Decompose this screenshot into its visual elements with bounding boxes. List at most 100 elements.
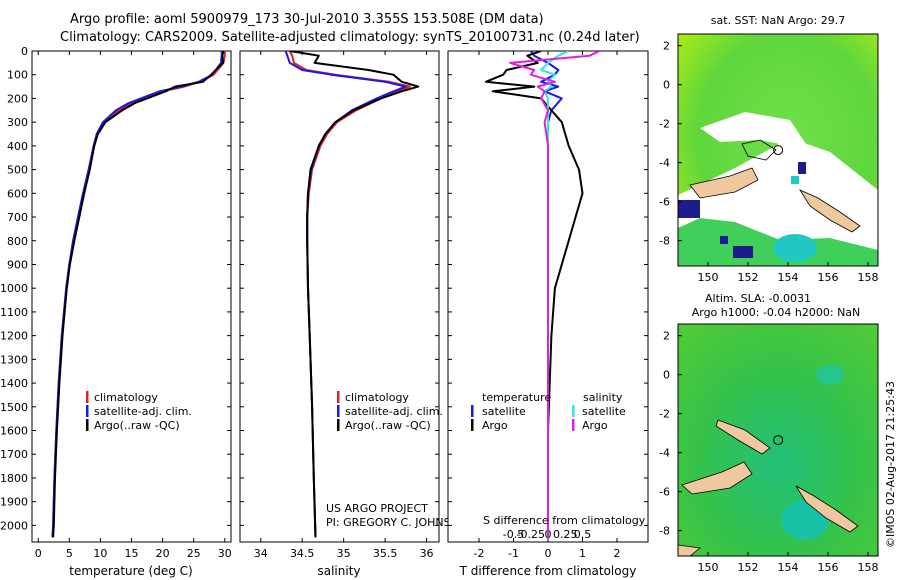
x-tick-label: 15 [125, 547, 139, 560]
depth-tick-label: 2000 [0, 519, 28, 532]
series-line-salinity-argo [509, 51, 601, 538]
sst-cool-patch [791, 176, 799, 184]
lon-tick-label: 154 [778, 561, 799, 574]
sla-map-title-line2: Argo h1000: -0.04 h2000: NaN [692, 306, 861, 319]
sst-map-title: sat. SST: NaN Argo: 29.7 [711, 14, 845, 27]
x-tick-label: 35.5 [373, 547, 398, 560]
argo-location-marker [773, 145, 784, 156]
depth-tick-label: 1000 [0, 282, 28, 295]
x-tick-label: 34 [254, 547, 268, 560]
sst-cold-patch [720, 236, 728, 244]
s-tick-label: -0.5 [503, 528, 524, 541]
difference-profiles [484, 51, 601, 538]
lon-tick-label: 150 [698, 561, 719, 574]
new-ireland-land [715, 419, 771, 455]
salinity-panel: 34 34.5 35 35.5 36 salinity climatology sate… [239, 50, 467, 578]
legend-label-temp-satellite: satellite [482, 405, 526, 418]
depth-tick-label: 1900 [0, 496, 28, 509]
x-tick-label: 5 [66, 547, 73, 560]
series-line-argo-raw-qc- [52, 51, 225, 538]
x-tick-label: -1 [508, 547, 519, 560]
s-tick-label: 0.5 [574, 528, 592, 541]
chart-title-line2: Climatology: CARS2009. Satellite-adjuste… [60, 30, 640, 45]
temperature-x-axis: 0 5 10 15 20 25 30 [35, 51, 232, 560]
salinity-x-label: salinity [317, 564, 360, 578]
salinity-depth-ticks [240, 50, 439, 526]
sst-map-panel: sat. SST: NaN Argo: 29.7 150 152 154 156 158… [659, 14, 879, 284]
legend-label-argo: Argo(..raw -QC) [345, 419, 431, 432]
sla-map-field [678, 324, 878, 556]
legend-swatch-climatology [86, 391, 89, 403]
legend-heading-salinity: salinity [583, 391, 623, 404]
lon-tick-label: 158 [858, 561, 879, 574]
depth-axis: 0 100 200 300 400 500 600 700 800 900 1000 1100 1200… [0, 45, 231, 532]
depth-tick-label: 400 [7, 140, 28, 153]
depth-tick-label: 1700 [0, 448, 28, 461]
lat-tick-label: -8 [659, 525, 670, 538]
x-tick-label: 1 [579, 547, 586, 560]
difference-depth-ticks [448, 50, 648, 526]
coast-south-west [678, 544, 701, 556]
legend-swatch-satellite [337, 405, 340, 417]
s-tick-label: -0.25 [517, 528, 545, 541]
sst-cold-patch [733, 246, 753, 258]
legend-heading-temperature: temperature [482, 391, 551, 404]
depth-tick-label: 1100 [0, 306, 28, 319]
series-line-argo-raw-qc- [289, 51, 420, 538]
sst-map-frame [677, 33, 879, 267]
sla-map-panel: Altim. SLA: -0.0031 Argo h1000: -0.04 h2… [659, 292, 879, 574]
lon-tick-label: 154 [778, 271, 799, 284]
lat-tick-label: -8 [659, 235, 670, 248]
t-difference-label: T difference from climatology [459, 564, 637, 578]
lat-tick-label: 2 [663, 330, 670, 343]
depth-tick-label: 600 [7, 187, 28, 200]
depth-tick-label: 800 [7, 235, 28, 248]
temperature-axes-frame [31, 50, 232, 543]
lon-tick-label: 156 [818, 561, 839, 574]
legend-swatch-sal-satellite [572, 405, 575, 417]
pi-credit: PI: GREGORY C. JOHNSON [326, 516, 467, 529]
legend-swatch-temp-argo [471, 419, 474, 431]
depth-tick-label: 900 [7, 258, 28, 271]
salinity-legend: climatology satellite-adj. clim. Argo(..… [337, 391, 443, 432]
depth-tick-label: 1500 [0, 401, 28, 414]
lon-tick-label: 150 [698, 271, 719, 284]
lon-tick-label: 152 [738, 271, 759, 284]
lat-tick-label: -2 [659, 118, 670, 131]
depth-tick-label: 1300 [0, 353, 28, 366]
imos-stamp: ©IMOS 02-Aug-2017 21:25:43 [884, 381, 897, 548]
depth-tick-label: 700 [7, 211, 28, 224]
lon-tick-label: 158 [858, 271, 879, 284]
lat-tick-label: 0 [663, 79, 670, 92]
depth-tick-label: 1400 [0, 377, 28, 390]
x-tick-label: 25 [187, 547, 201, 560]
x-tick-label: 10 [93, 547, 107, 560]
difference-legend: temperature salinity satellite Argo sate… [471, 391, 626, 432]
lat-tick-label: 0 [663, 369, 670, 382]
legend-label-climatology: climatology [94, 391, 158, 404]
series-line-temperature-argo [484, 51, 584, 538]
legend-swatch-sal-argo [572, 419, 575, 431]
depth-tick-label: 300 [7, 116, 28, 129]
sst-map-axes: 150 152 154 156 158 2 0 -2 -4 -6 -8 [659, 40, 878, 284]
new-britain-land [689, 167, 759, 199]
s-tick-label: 0.25 [553, 528, 578, 541]
depth-tick-label: 1600 [0, 425, 28, 438]
sst-missing-data-north [700, 112, 810, 150]
project-credit: US ARGO PROJECT [326, 502, 428, 515]
chart-title-line1: Argo profile: aoml 5900979_173 30-Jul-20… [70, 12, 544, 27]
depth-tick-label: 1800 [0, 472, 28, 485]
lat-tick-label: -4 [659, 157, 670, 170]
salinity-x-axis: 34 34.5 35 35.5 36 [254, 51, 434, 560]
temperature-panel: 0100200300400500600700800900100011001200… [0, 45, 232, 578]
solomon-islands-land [798, 189, 861, 233]
lon-tick-label: 152 [738, 561, 759, 574]
solomon-islands-land [795, 485, 859, 533]
x-tick-label: 36 [420, 547, 434, 560]
legend-swatch-satellite [86, 405, 89, 417]
new-ireland-coast [741, 139, 777, 161]
sst-warm-pool [773, 234, 817, 262]
sla-anomaly [816, 365, 844, 385]
legend-label-sal-satellite: satellite [582, 405, 626, 418]
